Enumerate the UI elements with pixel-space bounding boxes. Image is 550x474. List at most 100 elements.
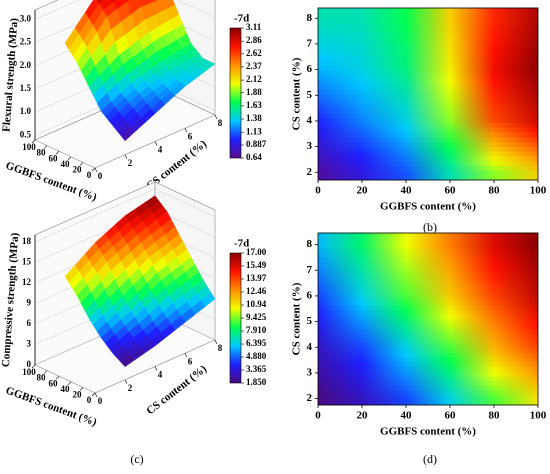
tick-mark — [214, 114, 218, 120]
tick-mark — [94, 167, 98, 173]
contour-band — [318, 399, 538, 406]
z-tick-label: 12 — [22, 277, 32, 287]
y-axis-label: CS content (%) — [291, 282, 303, 355]
colorbar-tick-label: 2.86 — [246, 35, 262, 45]
x-tick-label: 40 — [61, 384, 71, 394]
plot-frame — [317, 232, 539, 406]
x-tick-label: 80 — [489, 185, 501, 197]
contour-band — [318, 88, 538, 95]
x-tick-label: 0 — [315, 185, 321, 197]
grid-line — [34, 188, 216, 243]
surface-patch — [120, 126, 136, 142]
contour-band — [318, 103, 538, 109]
contour-band — [318, 266, 538, 272]
contour-band — [318, 313, 538, 320]
tick-mark — [43, 370, 48, 374]
x-tick-label: 0 — [315, 410, 321, 422]
contour-band — [318, 318, 538, 325]
tick-mark — [154, 141, 158, 146]
tick-mark — [154, 366, 158, 371]
y-tick-label: 4 — [307, 341, 313, 353]
tick-mark — [184, 128, 188, 133]
contour-band — [318, 36, 538, 42]
z-tick-label: 15 — [22, 256, 32, 266]
y-tick-label: 5 — [307, 315, 313, 327]
plot-frame — [317, 7, 539, 181]
colorbar-tick-label: 0.64 — [246, 152, 262, 162]
y-tick-label: 8 — [218, 343, 223, 353]
contour-band — [318, 65, 538, 71]
contour-band — [318, 131, 538, 138]
contour-band — [318, 122, 538, 128]
contour-band — [318, 7, 538, 14]
contour-band — [318, 170, 538, 176]
tick-mark — [79, 162, 84, 166]
contour-band — [318, 84, 538, 90]
colorbar-tick-label: 13.97 — [246, 273, 267, 283]
y-tick-label: 0 — [98, 171, 103, 181]
x-tick-label: 60 — [49, 153, 59, 163]
contour-band — [318, 141, 538, 147]
colorbar-tick-label: 10.94 — [246, 299, 267, 309]
contour-band — [318, 98, 538, 104]
contour-band — [318, 155, 538, 162]
x-tick-label: 0 — [87, 395, 92, 405]
contour-band — [318, 50, 538, 57]
x-tick-label: 60 — [49, 378, 59, 388]
contour-band — [318, 299, 538, 305]
contour-band — [318, 328, 538, 334]
x-tick-label: 20 — [357, 410, 369, 422]
y-tick-label: 8 — [307, 238, 313, 250]
y-tick-label: 4 — [158, 145, 163, 155]
x-tick-label: 20 — [357, 185, 369, 197]
tick-mark — [94, 392, 98, 398]
contour-band — [318, 275, 538, 282]
y-tick-label: 4 — [158, 370, 163, 380]
y-tick-label: 2 — [128, 158, 133, 168]
colorbar-tick-label: 4.880 — [246, 351, 267, 361]
z-tick-label: 0 — [27, 359, 32, 369]
contour-band — [318, 294, 538, 301]
colorbar-tick-label: 15.49 — [246, 260, 267, 270]
colorbar-tick-label: 6.395 — [246, 338, 267, 348]
contour-band — [318, 347, 538, 353]
contour-band — [318, 117, 538, 123]
colorbar-tick-label: 7.910 — [246, 325, 267, 335]
contour-band — [318, 376, 538, 382]
contour-band — [318, 371, 538, 377]
contour-band — [318, 136, 538, 143]
surface-patch — [120, 354, 136, 368]
z-axis-label: Flexural strength (MPa) — [1, 17, 21, 132]
contour-band — [318, 79, 538, 85]
contour-band — [318, 247, 538, 253]
contour-band — [318, 108, 538, 114]
contour-band — [318, 242, 538, 248]
colorbar-tick-label: 3.365 — [246, 364, 267, 374]
contour-band — [318, 323, 538, 329]
contour-band — [318, 74, 538, 80]
contour-band — [318, 69, 538, 76]
colorbar-tick-label: 3.11 — [246, 22, 262, 32]
contour-band — [318, 160, 538, 166]
x-axis-label: GGBFS content (%) — [4, 160, 99, 204]
colorbar-tick-label: 2.37 — [246, 61, 262, 71]
x-axis-label: GGBFS content (%) — [380, 426, 476, 438]
y-tick-label: 7 — [307, 37, 313, 49]
contour-band — [318, 390, 538, 396]
z-tick-label: 6 — [27, 318, 32, 328]
x-tick-label: 80 — [489, 410, 501, 422]
contour-band — [318, 342, 538, 348]
colorbar-tick-label: 12.46 — [246, 286, 267, 296]
contour-band — [318, 12, 538, 18]
contour-band — [318, 22, 538, 28]
z-tick-label: 2.5 — [20, 37, 32, 47]
x-tick-label: 40 — [401, 185, 413, 197]
contour-band — [318, 270, 538, 277]
y-tick-label: 0 — [98, 396, 103, 406]
x-tick-label: 100 — [530, 410, 547, 422]
contour-band — [318, 333, 538, 339]
contour-band — [318, 151, 538, 157]
x-tick-label: 80 — [37, 148, 47, 158]
x-tick-label: 60 — [445, 185, 457, 197]
x-tick-label: 100 — [22, 367, 36, 377]
